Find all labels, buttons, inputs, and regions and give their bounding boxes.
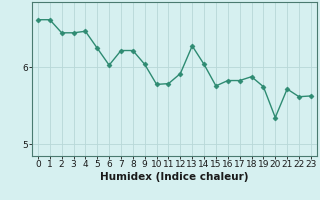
X-axis label: Humidex (Indice chaleur): Humidex (Indice chaleur) bbox=[100, 172, 249, 182]
